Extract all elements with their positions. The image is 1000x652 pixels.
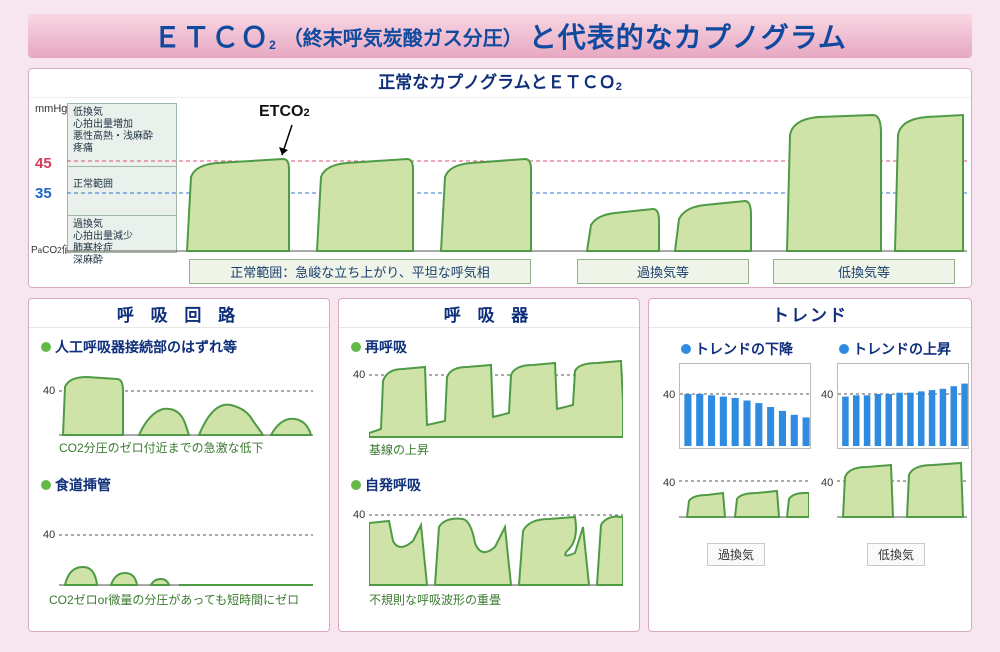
box-hypo: 低換気等 bbox=[773, 259, 955, 284]
axis-40: 40 bbox=[821, 477, 833, 489]
panel-trend: トレンド トレンドの下降 トレンドの上昇 40 40 40 40 bbox=[648, 298, 972, 632]
chart-esophageal bbox=[59, 497, 313, 587]
item-esophageal-title: 食道挿管 bbox=[41, 475, 111, 495]
title-etco2: ＥＴＣＯ2 bbox=[153, 16, 277, 56]
box-normal: 正常範囲：急峻な立ち上がり、平坦な呼気相 bbox=[189, 259, 531, 284]
panel-normal-capnogram: 正常なカプノグラムとＥＴＣＯ2 mmHg 45 35 PaCO2値 低換気 心拍… bbox=[28, 68, 972, 288]
item-spontaneous-title: 自発呼吸 bbox=[351, 475, 421, 495]
mark-35: 35 bbox=[35, 185, 52, 202]
axis-40: 40 bbox=[43, 385, 55, 397]
bullet-icon bbox=[351, 480, 361, 490]
chart-small-hypo bbox=[837, 459, 967, 519]
tag-hypo: 低換気 bbox=[867, 543, 925, 566]
header-circuit: 呼 吸 回 路 bbox=[29, 299, 329, 328]
chart-bars-down bbox=[679, 363, 811, 449]
header-trend: トレンド bbox=[649, 299, 971, 328]
panel-ventilator: 呼 吸 器 再呼吸 40 基線の上昇 自発呼吸 40 不規則な呼吸波形の重畳 bbox=[338, 298, 640, 632]
title-paren: （終末呼気炭酸ガス分圧） bbox=[283, 22, 523, 51]
chart-spontaneous bbox=[369, 497, 623, 587]
paco2-label: PaCO2値 bbox=[31, 241, 72, 256]
axis-40: 40 bbox=[43, 529, 55, 541]
axis-40: 40 bbox=[821, 389, 833, 401]
title-tail: と代表的なカプノグラム bbox=[529, 16, 847, 56]
item-trend-up-title: トレンドの上昇 bbox=[839, 339, 951, 359]
axis-40: 40 bbox=[663, 389, 675, 401]
mark-45: 45 bbox=[35, 155, 52, 172]
item-rebreathe-title: 再呼吸 bbox=[351, 337, 407, 357]
panel-breathing-circuit: 呼 吸 回 路 人工呼吸器接続部のはずれ等 40 CO2分圧のゼロ付近までの急激… bbox=[28, 298, 330, 632]
bullet-icon bbox=[351, 342, 361, 352]
note-disconnect: CO2分圧のゼロ付近までの急激な低下 bbox=[59, 439, 264, 456]
item-trend-down-title: トレンドの下降 bbox=[681, 339, 793, 359]
axis-40: 40 bbox=[353, 369, 365, 381]
capnogram-main-chart bbox=[67, 103, 967, 253]
note-esophageal: CO2ゼロor微量の分圧があっても短時間にゼロ bbox=[49, 591, 299, 608]
bullet-icon bbox=[839, 344, 849, 354]
box-hyper: 過換気等 bbox=[577, 259, 749, 284]
note-rebreathe: 基線の上昇 bbox=[369, 441, 429, 458]
bullet-icon bbox=[41, 342, 51, 352]
tag-hyper: 過換気 bbox=[707, 543, 765, 566]
chart-disconnect bbox=[59, 357, 313, 437]
chart-rebreathe bbox=[369, 355, 623, 439]
axis-40: 40 bbox=[353, 509, 365, 521]
bullet-icon bbox=[681, 344, 691, 354]
top-caption: 正常なカプノグラムとＥＴＣＯ2 bbox=[29, 69, 971, 98]
chart-small-hyper bbox=[679, 459, 809, 519]
page-title: ＥＴＣＯ2 （終末呼気炭酸ガス分圧） と代表的なカプノグラム bbox=[28, 14, 972, 58]
note-spontaneous: 不規則な呼吸波形の重畳 bbox=[369, 591, 501, 608]
bullet-icon bbox=[41, 480, 51, 490]
axis-40: 40 bbox=[663, 477, 675, 489]
chart-bars-up bbox=[837, 363, 969, 449]
header-ventilator: 呼 吸 器 bbox=[339, 299, 639, 328]
item-disconnect-title: 人工呼吸器接続部のはずれ等 bbox=[41, 337, 237, 357]
unit-mmhg: mmHg bbox=[35, 103, 67, 115]
